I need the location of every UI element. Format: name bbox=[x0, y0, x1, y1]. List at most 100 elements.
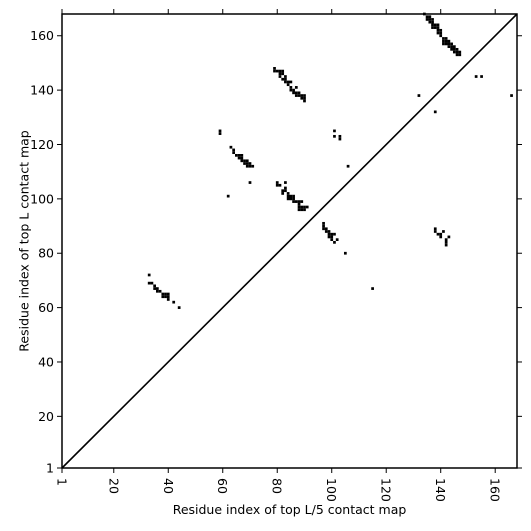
contact-point bbox=[428, 20, 432, 24]
contact-point bbox=[455, 50, 459, 54]
contact-point bbox=[286, 83, 290, 87]
contact-point bbox=[303, 96, 306, 100]
contact-point bbox=[172, 300, 176, 304]
contact-point bbox=[442, 37, 445, 40]
contact-point bbox=[281, 72, 285, 76]
contact-point bbox=[474, 75, 478, 78]
contact-point bbox=[425, 18, 429, 21]
contact-point bbox=[300, 200, 304, 203]
x-tick-label: 20 bbox=[106, 478, 121, 494]
y-tick-label: 60 bbox=[38, 300, 54, 315]
contact-point bbox=[297, 205, 301, 209]
contact-point bbox=[248, 162, 252, 165]
contact-point bbox=[333, 129, 336, 133]
y-tick-label: 160 bbox=[30, 28, 54, 43]
contact-point bbox=[442, 39, 445, 43]
contact-point bbox=[330, 232, 334, 236]
contact-point bbox=[452, 47, 456, 51]
x-tick-label: 140 bbox=[433, 478, 448, 502]
contact-point bbox=[292, 197, 295, 201]
contact-point bbox=[330, 238, 334, 242]
contact-point bbox=[286, 194, 290, 198]
contact-point bbox=[284, 77, 287, 81]
contact-point bbox=[284, 181, 287, 184]
contact-point bbox=[297, 208, 301, 212]
contact-point bbox=[452, 50, 456, 54]
contact-point bbox=[439, 34, 443, 38]
contact-point bbox=[425, 15, 429, 19]
contact-point bbox=[294, 86, 298, 89]
contact-point bbox=[335, 238, 339, 242]
contact-point bbox=[286, 197, 290, 201]
contact-point bbox=[431, 23, 434, 27]
contact-point bbox=[338, 137, 342, 141]
contact-point bbox=[248, 181, 252, 184]
contact-point bbox=[303, 94, 306, 97]
contact-point bbox=[251, 164, 255, 168]
contact-point bbox=[248, 164, 252, 168]
contact-point bbox=[442, 42, 445, 46]
contact-point bbox=[510, 94, 513, 97]
contact-point bbox=[229, 145, 233, 149]
contact-point bbox=[177, 306, 181, 309]
contact-point bbox=[303, 99, 306, 103]
x-tick-label: 80 bbox=[270, 478, 285, 494]
contact-point bbox=[297, 91, 301, 95]
contact-point bbox=[346, 164, 350, 168]
contact-point bbox=[322, 224, 325, 228]
contact-point bbox=[343, 251, 347, 255]
contact-point bbox=[286, 192, 290, 195]
contact-point bbox=[450, 47, 453, 51]
contact-point bbox=[294, 91, 298, 95]
contact-point bbox=[436, 31, 440, 35]
contact-point bbox=[450, 45, 453, 48]
contact-point bbox=[292, 200, 295, 203]
contact-point bbox=[153, 284, 156, 288]
contact-point bbox=[436, 26, 440, 29]
diagonal-line bbox=[61, 13, 518, 469]
contact-point bbox=[327, 230, 331, 233]
contact-point bbox=[243, 162, 246, 165]
contact-point bbox=[245, 159, 249, 163]
contact-point bbox=[322, 227, 325, 231]
contact-point bbox=[243, 159, 246, 163]
contact-point bbox=[273, 69, 276, 73]
contact-point bbox=[284, 189, 287, 193]
contact-point bbox=[281, 192, 285, 195]
contact-point bbox=[444, 238, 448, 242]
contact-point bbox=[300, 94, 304, 97]
contact-point bbox=[166, 298, 170, 301]
contact-point bbox=[428, 18, 432, 21]
contact-point bbox=[164, 295, 167, 299]
y-tick-label: 1 bbox=[46, 461, 54, 476]
contact-point bbox=[294, 200, 298, 203]
x-tick-label: 160 bbox=[488, 478, 503, 502]
contact-point bbox=[444, 37, 448, 40]
contact-point bbox=[428, 15, 432, 19]
contact-point bbox=[240, 154, 244, 157]
y-tick-label: 20 bbox=[38, 409, 54, 424]
contact-point bbox=[278, 72, 282, 76]
contact-point bbox=[147, 273, 151, 277]
contact-point bbox=[433, 227, 437, 231]
contact-point bbox=[275, 69, 279, 73]
contact-point bbox=[333, 240, 336, 244]
contact-point bbox=[161, 295, 165, 299]
contact-point bbox=[436, 28, 440, 32]
contact-point bbox=[439, 232, 443, 236]
contact-point bbox=[147, 281, 151, 285]
contact-point bbox=[458, 50, 462, 54]
contact-point bbox=[305, 205, 309, 209]
x-tick-label: 60 bbox=[215, 478, 230, 494]
contact-point bbox=[292, 88, 295, 92]
contact-point bbox=[303, 205, 306, 209]
contact-point bbox=[155, 287, 159, 290]
contact-point bbox=[327, 232, 331, 236]
contact-point bbox=[333, 232, 336, 236]
contact-point bbox=[447, 42, 451, 46]
contact-point bbox=[452, 45, 456, 48]
contact-point bbox=[289, 86, 293, 89]
contact-point bbox=[300, 208, 304, 212]
